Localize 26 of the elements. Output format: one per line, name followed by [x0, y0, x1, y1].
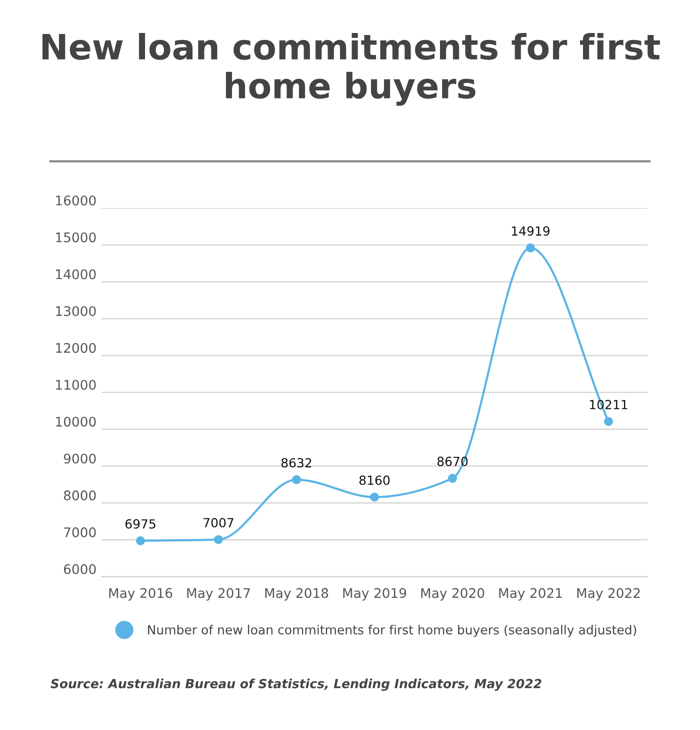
x-tick-label: May 2018 — [265, 588, 328, 601]
data-label: 14919 — [512, 226, 550, 236]
x-tick-label: May 2022 — [577, 588, 640, 601]
data-label: 8632 — [281, 458, 312, 468]
data-label: 6975 — [125, 519, 156, 529]
y-tick-label: 9000 — [64, 454, 96, 464]
x-tick-label: May 2019 — [343, 588, 406, 601]
y-tick-label: 14000 — [56, 269, 96, 280]
y-tick-label: 8000 — [64, 490, 96, 500]
x-tick-label: May 2016 — [109, 588, 172, 601]
y-tick-label: 11000 — [56, 380, 96, 390]
y-tick-label: 10000 — [56, 416, 96, 427]
y-tick-label: 6000 — [64, 564, 96, 574]
y-tick-label: 12000 — [56, 342, 96, 353]
source-note: Source: Australian Bureau of Statistics, Lending Indicators, May 2022 — [50, 678, 542, 691]
y-tick-label: 16000 — [56, 196, 96, 206]
legend-label: Number of new loan commitments for first home buyers (seasonally adjusted) — [148, 624, 636, 637]
y-tick-label: 13000 — [56, 306, 96, 316]
y-tick-label: 7000 — [64, 527, 96, 538]
data-label: 8160 — [359, 475, 390, 485]
x-tick-label: May 2020 — [421, 588, 484, 601]
x-tick-label: May 2017 — [187, 588, 250, 601]
x-tick-label: May 2021 — [499, 588, 562, 601]
chart-title: New loan commitments for first home buyers — [42, 32, 660, 106]
y-tick-label: 15000 — [56, 232, 96, 242]
data-label: 7007 — [204, 518, 234, 528]
